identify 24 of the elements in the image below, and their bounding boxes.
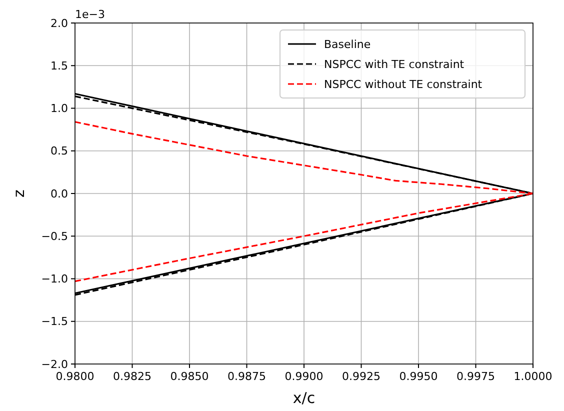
y-tick-label: 1.5 (50, 59, 68, 72)
y-tick-label: −0.5 (41, 230, 68, 243)
y-axis-title: z (10, 189, 28, 198)
y-tick-label: −1.0 (41, 272, 68, 286)
x-tick-label: 0.9925 (342, 370, 380, 383)
y-tick-label: 1.0 (50, 102, 68, 116)
x-tick-label: 0.9825 (113, 370, 152, 383)
text: 1e−3 (75, 8, 105, 21)
x-tick-label: 0.9950 (399, 370, 438, 383)
legend-label: Baseline (324, 38, 371, 51)
legend-label: NSPCC with TE constraint (324, 58, 465, 71)
y-tick-label: 2.0 (50, 16, 68, 30)
x-tick-label: 0.9900 (284, 370, 324, 383)
y-tick-label: −1.5 (41, 315, 68, 328)
x-tick-label: 0.9975 (456, 370, 495, 383)
y-tick-label: 0.0 (50, 187, 68, 200)
x-tick-label: 0.9800 (56, 370, 94, 383)
x-tick-label: 1.0000 (514, 370, 552, 383)
legend-label: NSPCC without TE constraint (324, 78, 483, 91)
x-tick-label: 0.9850 (170, 370, 209, 383)
x-tick-label: 0.9875 (228, 370, 266, 383)
y-tick-label: 0.5 (50, 144, 68, 158)
y-tick-label: −2.0 (41, 358, 68, 371)
x-axis-title: x/c (292, 389, 316, 407)
